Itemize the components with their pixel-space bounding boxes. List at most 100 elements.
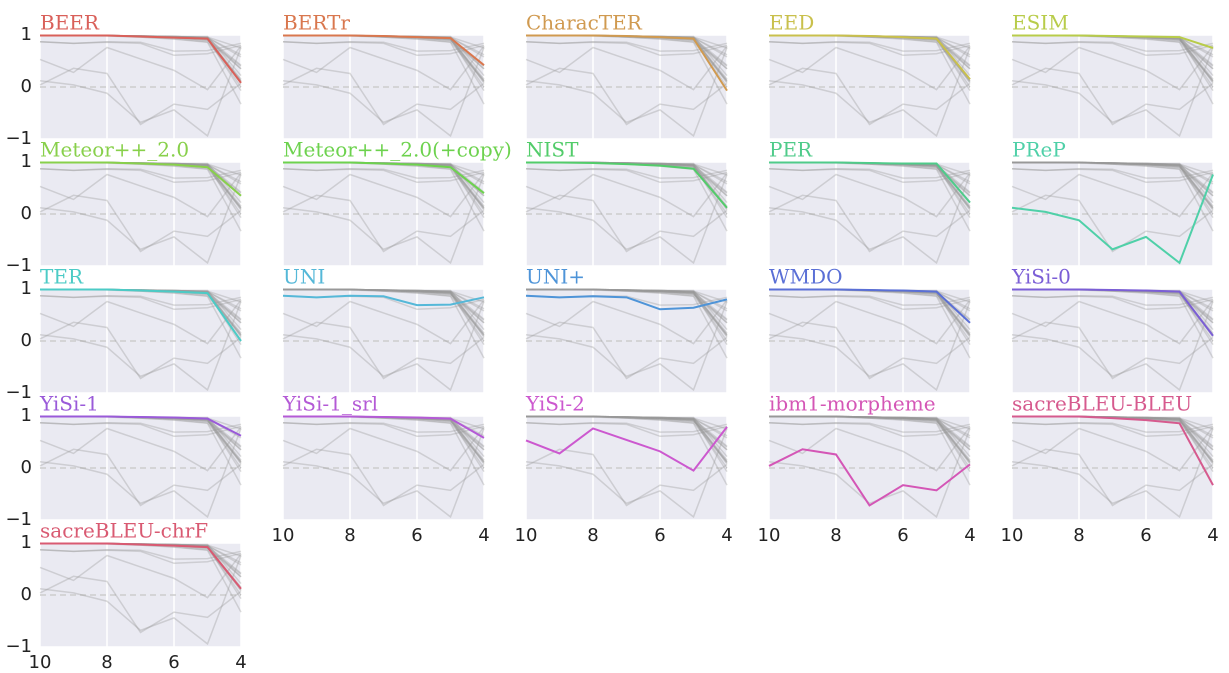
background-line — [768, 67, 971, 126]
background-line — [282, 168, 485, 184]
background-line — [526, 288, 728, 336]
series-line — [1012, 415, 1214, 486]
y-tick-label: 0 — [21, 584, 32, 605]
background-line — [283, 288, 485, 336]
background-line — [526, 288, 728, 320]
background-line — [39, 555, 242, 646]
background-line — [39, 194, 242, 253]
background-line — [282, 172, 485, 218]
background-line — [768, 168, 971, 179]
background-line — [39, 448, 242, 507]
y-tick-label: −1 — [5, 255, 32, 276]
background-line — [39, 549, 242, 565]
background-line — [39, 553, 242, 599]
series-line — [40, 288, 242, 342]
series-line — [1011, 174, 1214, 265]
background-line — [39, 321, 242, 380]
background-line — [526, 415, 728, 463]
background-line — [526, 415, 728, 461]
background-line — [1012, 161, 1214, 183]
background-line — [283, 288, 485, 336]
background-line — [1011, 168, 1214, 179]
x-tick-label: 4 — [235, 652, 246, 673]
background-line — [768, 45, 971, 91]
background-line — [1012, 161, 1214, 209]
background-line — [1012, 161, 1214, 176]
background-line — [283, 288, 485, 320]
background-line — [1012, 161, 1214, 185]
background-line — [39, 172, 242, 218]
background-line — [768, 299, 971, 345]
x-tick-label: 10 — [29, 652, 52, 673]
background-line — [768, 172, 971, 218]
panel-title: NIST — [526, 138, 579, 162]
series-line — [40, 415, 242, 437]
background-line — [1011, 41, 1214, 52]
background-line — [1012, 161, 1214, 204]
background-line — [768, 295, 971, 306]
background-line — [768, 295, 971, 311]
background-line — [282, 301, 485, 392]
background-line — [1011, 321, 1214, 380]
background-line — [1011, 172, 1214, 218]
background-line — [282, 299, 485, 345]
x-tick-label: 6 — [897, 525, 908, 546]
x-tick-label: 8 — [101, 652, 112, 673]
background-line — [526, 415, 728, 439]
background-line — [283, 288, 485, 334]
background-line — [769, 415, 971, 463]
panel-title: BEER — [40, 11, 100, 35]
background-line — [39, 41, 242, 57]
background-line — [283, 288, 485, 324]
background-line — [768, 422, 971, 438]
panel-title: YiSi-0 — [1011, 265, 1071, 289]
background-line — [769, 415, 971, 469]
x-tick-label: 8 — [830, 525, 841, 546]
background-line — [769, 415, 971, 451]
background-line — [283, 288, 485, 346]
background-line — [283, 288, 485, 312]
panel-title: sacreBLEU-chrF — [40, 519, 208, 543]
series-line — [1012, 34, 1214, 49]
background-line — [768, 194, 971, 253]
background-line — [525, 194, 728, 253]
background-line — [525, 428, 728, 519]
background-line — [526, 288, 728, 346]
background-line — [39, 549, 242, 560]
background-line — [768, 41, 971, 52]
background-line — [769, 415, 971, 439]
series-line — [526, 34, 728, 92]
background-line — [526, 415, 728, 486]
background-line — [526, 415, 728, 430]
series-line — [283, 161, 485, 194]
background-line — [525, 168, 728, 179]
y-tick-label: 1 — [21, 405, 32, 426]
background-line — [283, 288, 485, 321]
series-line — [525, 426, 728, 472]
background-line — [1011, 194, 1214, 253]
background-line — [282, 422, 485, 433]
background-line — [283, 288, 485, 338]
background-line — [525, 172, 728, 218]
background-line — [1011, 422, 1214, 438]
background-line — [1011, 168, 1214, 184]
x-tick-label: 6 — [654, 525, 665, 546]
series-line — [283, 415, 485, 439]
x-tick-label: 6 — [411, 525, 422, 546]
background-line — [526, 288, 728, 312]
background-line — [768, 174, 971, 265]
background-line — [39, 428, 242, 519]
background-line — [283, 288, 485, 331]
background-line — [1012, 161, 1214, 197]
background-line — [283, 288, 485, 359]
background-line — [1012, 161, 1214, 215]
background-line — [39, 422, 242, 433]
background-line — [1011, 299, 1214, 345]
background-line — [1011, 301, 1214, 392]
background-line — [282, 47, 485, 138]
background-line — [769, 415, 971, 465]
panel-title: ibm1-morpheme — [769, 392, 936, 416]
background-line — [525, 168, 728, 184]
x-tick-label: 4 — [721, 525, 732, 546]
